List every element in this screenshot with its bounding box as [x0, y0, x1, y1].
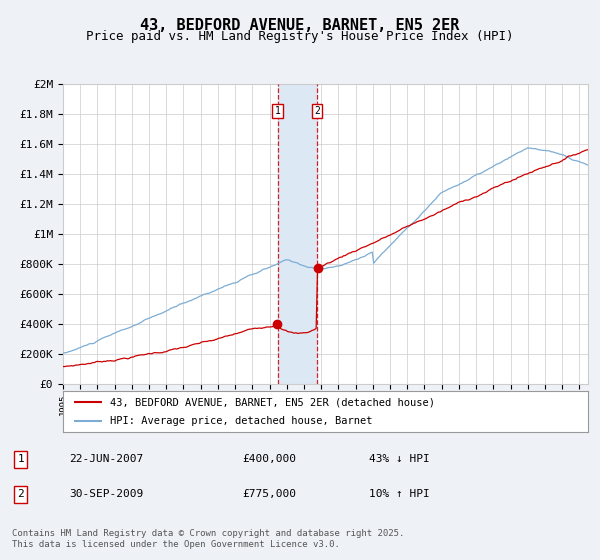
Text: £400,000: £400,000	[242, 454, 296, 464]
Text: Contains HM Land Registry data © Crown copyright and database right 2025.
This d: Contains HM Land Registry data © Crown c…	[12, 529, 404, 549]
Text: 22-JUN-2007: 22-JUN-2007	[70, 454, 144, 464]
Text: 1: 1	[17, 454, 24, 464]
Text: £775,000: £775,000	[242, 489, 296, 499]
Text: 1: 1	[275, 106, 281, 116]
Text: 30-SEP-2009: 30-SEP-2009	[70, 489, 144, 499]
Text: 2: 2	[314, 106, 320, 116]
Text: 43, BEDFORD AVENUE, BARNET, EN5 2ER: 43, BEDFORD AVENUE, BARNET, EN5 2ER	[140, 18, 460, 33]
Text: 43, BEDFORD AVENUE, BARNET, EN5 2ER (detached house): 43, BEDFORD AVENUE, BARNET, EN5 2ER (det…	[110, 398, 435, 408]
Text: HPI: Average price, detached house, Barnet: HPI: Average price, detached house, Barn…	[110, 416, 373, 426]
Text: 43% ↓ HPI: 43% ↓ HPI	[369, 454, 430, 464]
Text: Price paid vs. HM Land Registry's House Price Index (HPI): Price paid vs. HM Land Registry's House …	[86, 30, 514, 43]
Bar	[278, 84, 317, 384]
Text: 2: 2	[17, 489, 24, 499]
Text: 10% ↑ HPI: 10% ↑ HPI	[369, 489, 430, 499]
